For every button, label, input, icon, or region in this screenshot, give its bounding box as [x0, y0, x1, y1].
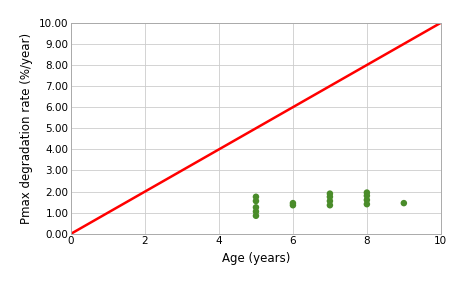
Point [363, 194, 371, 198]
Point [289, 201, 297, 205]
Point [252, 213, 260, 218]
Point [363, 190, 371, 195]
Point [326, 191, 334, 196]
Point [400, 201, 408, 205]
Point [326, 199, 334, 203]
Point [326, 194, 334, 199]
Point [363, 198, 371, 202]
Point [326, 203, 334, 207]
Y-axis label: Pmax degradation rate (%/year): Pmax degradation rate (%/year) [20, 33, 33, 224]
Point [252, 205, 260, 210]
Point [363, 202, 371, 206]
Point [252, 209, 260, 214]
X-axis label: Age (years): Age (years) [222, 252, 290, 265]
Point [252, 194, 260, 199]
Point [289, 203, 297, 207]
Point [252, 199, 260, 203]
